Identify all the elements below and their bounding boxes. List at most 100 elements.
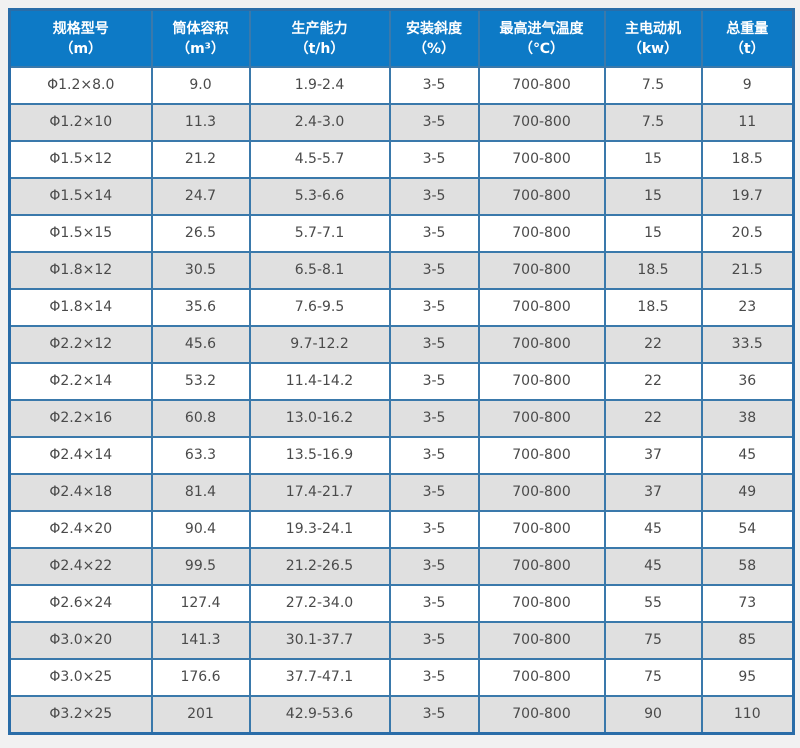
cell-installation-slope: 3-5	[388, 473, 480, 512]
cell-production-capacity: 6.5-8.1	[248, 251, 391, 290]
cell-cylinder-volume: 81.4	[150, 473, 251, 512]
cell-main-motor: 15	[603, 214, 703, 253]
spec-table: 规格型号 （m） 筒体容积 （m³） 生产能力 （t/h） 安装斜度 （%） 最高进气温度 （℃）…	[8, 8, 795, 735]
cell-total-weight: 33.5	[700, 325, 795, 364]
cell-installation-slope: 3-5	[388, 325, 480, 364]
cell-total-weight: 54	[700, 510, 795, 549]
cell-total-weight: 9	[700, 66, 795, 105]
cell-max-inlet-temperature: 700-800	[477, 177, 606, 216]
cell-max-inlet-temperature: 700-800	[477, 695, 606, 735]
cell-main-motor: 18.5	[603, 288, 703, 327]
cell-total-weight: 85	[700, 621, 795, 660]
cell-max-inlet-temperature: 700-800	[477, 325, 606, 364]
header-unit: （t）	[729, 40, 765, 57]
cell-spec-model: Φ1.8×12	[8, 251, 153, 290]
cell-total-weight: 49	[700, 473, 795, 512]
cell-spec-model: Φ1.2×8.0	[8, 66, 153, 105]
cell-max-inlet-temperature: 700-800	[477, 103, 606, 142]
cell-cylinder-volume: 9.0	[150, 66, 251, 105]
cell-installation-slope: 3-5	[388, 399, 480, 438]
cell-installation-slope: 3-5	[388, 140, 480, 179]
cell-installation-slope: 3-5	[388, 547, 480, 586]
cell-spec-model: Φ1.5×12	[8, 140, 153, 179]
header-title: 最高进气温度	[499, 20, 584, 37]
cell-max-inlet-temperature: 700-800	[477, 473, 606, 512]
table-row: Φ2.6×24 127.4 27.2-34.0 3-5 700-800 55 73	[8, 584, 795, 623]
cell-cylinder-volume: 127.4	[150, 584, 251, 623]
cell-cylinder-volume: 63.3	[150, 436, 251, 475]
cell-installation-slope: 3-5	[388, 436, 480, 475]
cell-total-weight: 110	[700, 695, 795, 735]
cell-production-capacity: 37.7-47.1	[248, 658, 391, 697]
cell-main-motor: 37	[603, 473, 703, 512]
cell-installation-slope: 3-5	[388, 584, 480, 623]
cell-cylinder-volume: 60.8	[150, 399, 251, 438]
cell-production-capacity: 30.1-37.7	[248, 621, 391, 660]
cell-installation-slope: 3-5	[388, 177, 480, 216]
cell-production-capacity: 1.9-2.4	[248, 66, 391, 105]
table-row: Φ3.0×25 176.6 37.7-47.1 3-5 700-800 75 95	[8, 658, 795, 697]
cell-production-capacity: 2.4-3.0	[248, 103, 391, 142]
cell-cylinder-volume: 45.6	[150, 325, 251, 364]
cell-spec-model: Φ3.0×25	[8, 658, 153, 697]
header-row: 规格型号 （m） 筒体容积 （m³） 生产能力 （t/h） 安装斜度 （%） 最高进气温度 （℃）…	[8, 8, 795, 68]
cell-max-inlet-temperature: 700-800	[477, 66, 606, 105]
cell-main-motor: 22	[603, 399, 703, 438]
cell-max-inlet-temperature: 700-800	[477, 251, 606, 290]
cell-spec-model: Φ1.5×14	[8, 177, 153, 216]
cell-production-capacity: 7.6-9.5	[248, 288, 391, 327]
cell-spec-model: Φ2.2×12	[8, 325, 153, 364]
header-title: 主电动机	[625, 20, 681, 37]
cell-production-capacity: 21.2-26.5	[248, 547, 391, 586]
cell-total-weight: 11	[700, 103, 795, 142]
table-row: Φ2.4×20 90.4 19.3-24.1 3-5 700-800 45 54	[8, 510, 795, 549]
cell-cylinder-volume: 99.5	[150, 547, 251, 586]
cell-max-inlet-temperature: 700-800	[477, 399, 606, 438]
cell-max-inlet-temperature: 700-800	[477, 658, 606, 697]
cell-max-inlet-temperature: 700-800	[477, 140, 606, 179]
cell-production-capacity: 4.5-5.7	[248, 140, 391, 179]
cell-cylinder-volume: 21.2	[150, 140, 251, 179]
cell-production-capacity: 5.3-6.6	[248, 177, 391, 216]
cell-cylinder-volume: 90.4	[150, 510, 251, 549]
cell-spec-model: Φ2.4×14	[8, 436, 153, 475]
cell-main-motor: 18.5	[603, 251, 703, 290]
cell-cylinder-volume: 26.5	[150, 214, 251, 253]
cell-total-weight: 20.5	[700, 214, 795, 253]
cell-total-weight: 38	[700, 399, 795, 438]
cell-production-capacity: 5.7-7.1	[248, 214, 391, 253]
header-unit: （m）	[59, 40, 103, 57]
cell-max-inlet-temperature: 700-800	[477, 288, 606, 327]
cell-max-inlet-temperature: 700-800	[477, 547, 606, 586]
cell-production-capacity: 13.5-16.9	[248, 436, 391, 475]
cell-main-motor: 37	[603, 436, 703, 475]
cell-installation-slope: 3-5	[388, 214, 480, 253]
header-cell-total-weight: 总重量 （t）	[700, 8, 795, 68]
cell-spec-model: Φ3.2×25	[8, 695, 153, 735]
cell-total-weight: 95	[700, 658, 795, 697]
cell-total-weight: 73	[700, 584, 795, 623]
cell-spec-model: Φ2.4×20	[8, 510, 153, 549]
header-cell-main-motor: 主电动机 （kw）	[603, 8, 703, 68]
cell-main-motor: 90	[603, 695, 703, 735]
cell-spec-model: Φ1.5×15	[8, 214, 153, 253]
header-title: 规格型号	[52, 20, 109, 37]
header-unit: （t/h）	[294, 40, 345, 57]
cell-spec-model: Φ3.0×20	[8, 621, 153, 660]
header-unit: （℃）	[519, 40, 564, 57]
table-row: Φ2.2×12 45.6 9.7-12.2 3-5 700-800 22 33.5	[8, 325, 795, 364]
table-row: Φ1.8×14 35.6 7.6-9.5 3-5 700-800 18.5 23	[8, 288, 795, 327]
cell-cylinder-volume: 35.6	[150, 288, 251, 327]
cell-total-weight: 23	[700, 288, 795, 327]
header-cell-max-inlet-temperature: 最高进气温度 （℃）	[477, 8, 606, 68]
cell-spec-model: Φ2.4×22	[8, 547, 153, 586]
cell-max-inlet-temperature: 700-800	[477, 584, 606, 623]
table-row: Φ2.4×14 63.3 13.5-16.9 3-5 700-800 37 45	[8, 436, 795, 475]
cell-cylinder-volume: 176.6	[150, 658, 251, 697]
cell-total-weight: 45	[700, 436, 795, 475]
table-row: Φ1.8×12 30.5 6.5-8.1 3-5 700-800 18.5 21.5	[8, 251, 795, 290]
table-row: Φ2.2×16 60.8 13.0-16.2 3-5 700-800 22 38	[8, 399, 795, 438]
cell-total-weight: 18.5	[700, 140, 795, 179]
table-row: Φ1.5×15 26.5 5.7-7.1 3-5 700-800 15 20.5	[8, 214, 795, 253]
cell-max-inlet-temperature: 700-800	[477, 436, 606, 475]
